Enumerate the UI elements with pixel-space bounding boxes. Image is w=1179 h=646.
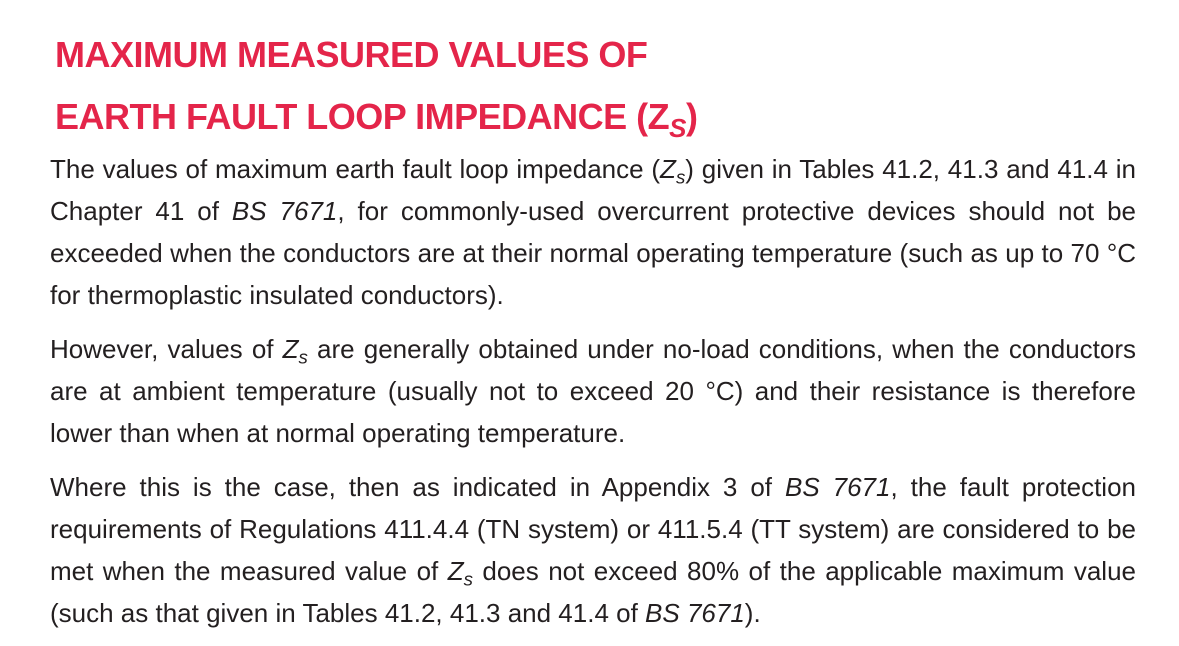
heading: MAXIMUM MEASURED VALUES OF EARTH FAULT L… [55, 24, 698, 148]
subscript: s [298, 346, 308, 368]
heading-line: EARTH FAULT LOOP IMPEDANCE (ZS) [55, 86, 698, 148]
paragraph: However, values of Zs are generally obta… [50, 328, 1136, 454]
text: , for commonly-used overcurrent protecti… [50, 196, 1137, 310]
text: ) [685, 96, 698, 137]
symbol: Z [660, 154, 676, 184]
standard: BS 7671 [231, 196, 338, 226]
standard: BS 7671 [784, 472, 891, 502]
paragraph: Where this is the case, then as indicate… [50, 466, 1136, 634]
text: ) given in Tables 41.2, 41.3 and 41.4 in… [50, 154, 1136, 226]
page: MAXIMUM MEASURED VALUES OF EARTH FAULT L… [50, 24, 1136, 628]
subscript: s [463, 568, 473, 590]
text: ). [744, 598, 761, 628]
symbol: Z [447, 556, 464, 586]
subscript: S [669, 114, 686, 143]
paragraph: The values of maximum earth fault loop i… [50, 148, 1136, 316]
text: are generally obtained under no-load con… [50, 334, 1137, 448]
subscript: s [675, 166, 686, 188]
text: Where this is the case, then as indicate… [50, 472, 785, 502]
text: , the fault protection requirements of R… [50, 472, 1137, 586]
text: does not exceed 80% of the applicable ma… [50, 556, 1136, 628]
body: The values of maximum earth fault loop i… [50, 148, 1136, 646]
standard: BS 7671 [645, 598, 745, 628]
heading-line: MAXIMUM MEASURED VALUES OF [55, 34, 648, 75]
text: However, values of [50, 334, 283, 364]
symbol: Z [282, 334, 299, 364]
text: The values of maximum earth fault loop i… [50, 154, 661, 184]
text: EARTH FAULT LOOP IMPEDANCE (Z [55, 96, 670, 137]
